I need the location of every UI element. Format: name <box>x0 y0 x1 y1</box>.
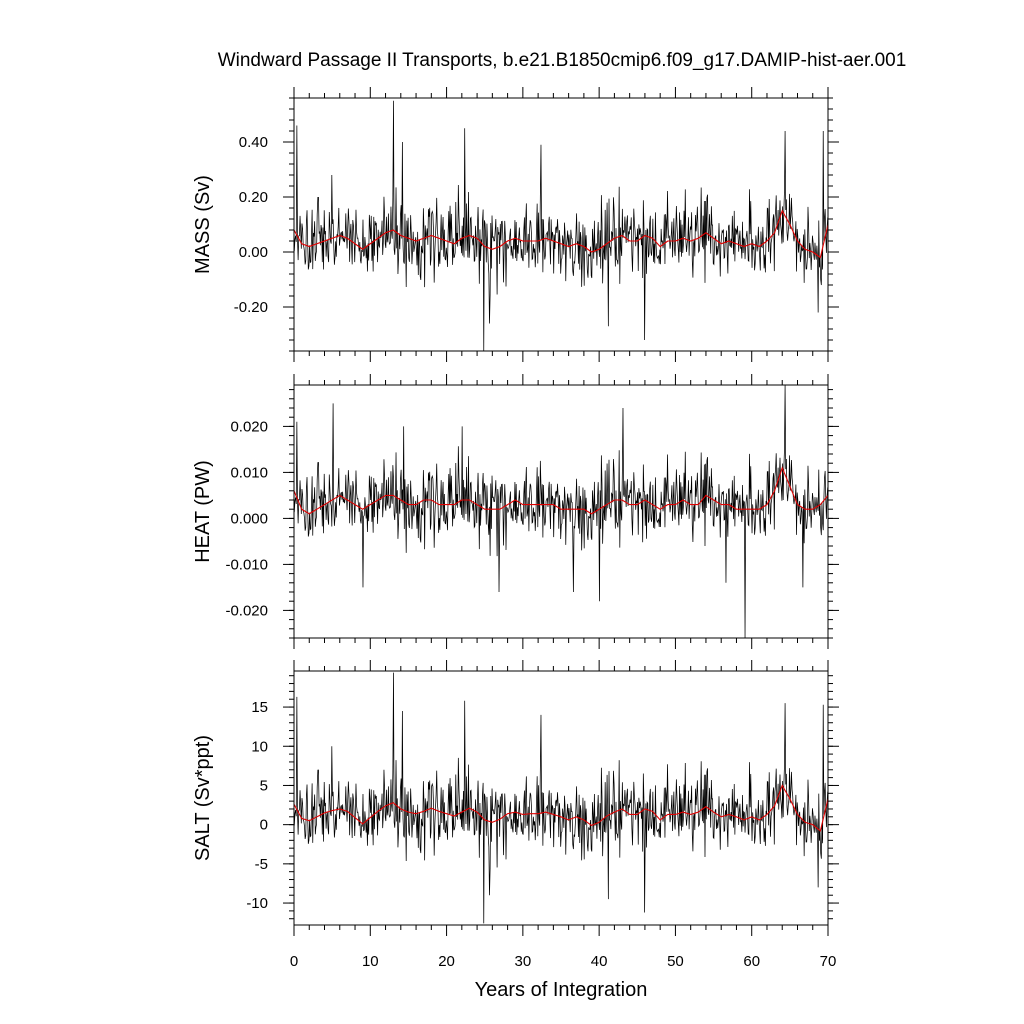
y-axis-title: HEAT (PW) <box>192 460 214 563</box>
x-tick-label: 50 <box>667 953 684 970</box>
y-tick-label: -10 <box>246 895 268 912</box>
panels: -0.20 0.00 0.20 0.40 MASS (Sv) -0.020 -0.010 0.… <box>192 87 839 970</box>
y-tick-label: 0.020 <box>230 418 268 435</box>
monthly-series-line <box>294 100 828 351</box>
x-tick-label: 20 <box>438 953 455 970</box>
panel-2: -0.020 -0.010 0.000 0.010 0.020 HEAT (PW) <box>192 374 839 649</box>
panel-frame <box>293 97 829 352</box>
y-axis-title: SALT (Sv*ppt) <box>192 735 214 861</box>
x-tick-label: 0 <box>290 953 298 970</box>
y-tick-label: -0.020 <box>225 602 268 619</box>
panel-frame <box>293 670 829 926</box>
y-ticks <box>283 675 839 920</box>
x-ticks <box>293 374 829 649</box>
x-tick-label: 30 <box>515 953 532 970</box>
monthly-series-line <box>294 385 828 638</box>
y-tick-label: 0.00 <box>239 244 268 261</box>
x-tick-label: 70 <box>820 953 837 970</box>
monthly-series-line <box>294 672 828 924</box>
y-tick-label: 5 <box>260 777 268 794</box>
x-axis-title: Years of Integration <box>475 979 648 1001</box>
y-tick-label: -0.010 <box>225 556 268 573</box>
panel-1: -0.20 0.00 0.20 0.40 MASS (Sv) <box>192 87 839 362</box>
y-tick-label: 10 <box>251 738 268 755</box>
chart-title: Windward Passage II Transports, b.e21.B1… <box>218 50 907 71</box>
y-tick-label: 0.20 <box>239 189 268 206</box>
y-tick-label: -0.20 <box>234 299 268 316</box>
y-ticks <box>283 389 839 639</box>
y-tick-label: -5 <box>255 856 268 873</box>
panel-3: -10 -5 0 5 10 15 SALT (Sv*ppt) 0 10 20 30 40 50 60 70 <box>192 660 839 970</box>
y-tick-label: 0.000 <box>230 510 268 527</box>
y-axis-title: MASS (Sv) <box>192 175 214 274</box>
panel-frame <box>293 384 829 639</box>
smoothed-series-line <box>294 784 828 832</box>
x-ticks <box>293 87 829 362</box>
y-tick-label: 0.40 <box>239 134 268 151</box>
x-ticks <box>293 660 829 936</box>
x-tick-label: 60 <box>743 953 760 970</box>
smoothed-series-line <box>294 466 828 515</box>
y-tick-label: 15 <box>251 699 268 716</box>
x-tick-label: 10 <box>362 953 379 970</box>
x-tick-label: 40 <box>591 953 608 970</box>
y-ticks <box>283 97 839 352</box>
y-tick-label: 0 <box>260 817 268 834</box>
y-tick-label: 0.010 <box>230 464 268 481</box>
smoothed-series-line <box>294 209 828 259</box>
